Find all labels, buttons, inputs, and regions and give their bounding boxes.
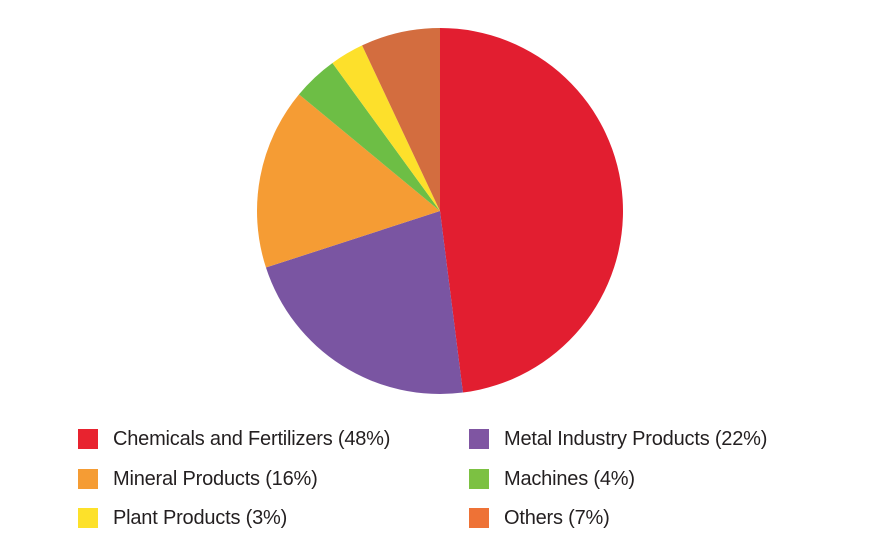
legend-swatch [469, 469, 489, 489]
legend-swatch [469, 508, 489, 528]
legend-label: Chemicals and Fertilizers (48%) [113, 427, 391, 450]
legend-item-mineral: Mineral Products (16%) [78, 467, 318, 491]
legend-label: Metal Industry Products (22%) [504, 427, 768, 450]
legend-item-machines: Machines (4%) [469, 467, 635, 491]
pie-slice-plant-products [332, 45, 440, 211]
legend-label: Others (7%) [504, 506, 610, 529]
pie-slice-others [362, 28, 440, 211]
legend-item-chemicals: Chemicals and Fertilizers (48%) [78, 427, 390, 451]
pie-slice-metal-industry-products [265, 211, 463, 394]
legend-swatch [78, 469, 98, 489]
pie-slice-machines [298, 62, 440, 211]
legend-item-plant: Plant Products (3%) [78, 506, 287, 530]
legend-swatch [78, 429, 98, 449]
legend-label: Mineral Products (16%) [113, 467, 318, 490]
legend-item-others: Others (7%) [469, 506, 610, 530]
legend-swatch [78, 508, 98, 528]
pie-slice-chemicals-and-fertilizers [440, 28, 623, 393]
legend-swatch [469, 429, 489, 449]
pie-slice-mineral-products [256, 94, 440, 268]
legend-item-metal: Metal Industry Products (22%) [469, 427, 767, 451]
legend-label: Machines (4%) [504, 467, 635, 490]
legend-label: Plant Products (3%) [113, 506, 288, 529]
